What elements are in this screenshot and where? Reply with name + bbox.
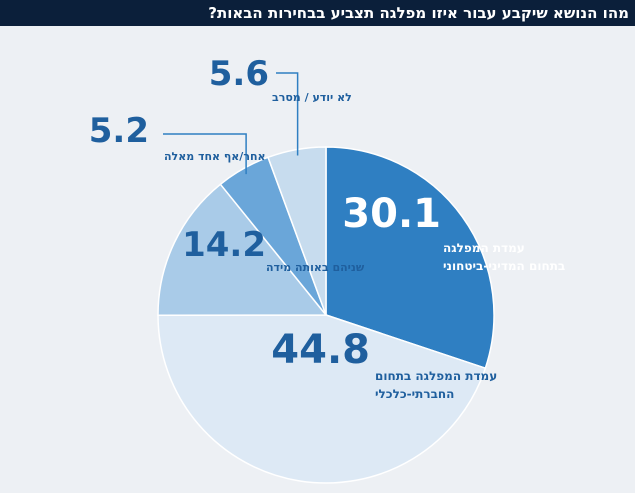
slice-label-3-0: אחר/אף אחד מאלה: [164, 150, 266, 163]
pie-slice-1: [157, 314, 487, 484]
chart-title: מהו הנושא שיקבע עבור איזו מפלגה תצביע בב…: [0, 0, 635, 26]
slice-label-1-1: החברתי-כלכלי: [375, 387, 454, 401]
slice-label-0-1: בתחום המדיני-ביטחוני: [443, 259, 565, 273]
slice-value-4: 5.6: [209, 54, 269, 94]
slice-label-2-0: שניהם באותה מידה: [266, 261, 365, 274]
leader-line-dontknow: [276, 72, 299, 156]
slice-value-3: 5.2: [89, 111, 149, 151]
slice-value-0: 30.1: [342, 191, 441, 237]
pie-slice-2: [157, 183, 328, 317]
slice-label-0-0: עמדת המפלגה: [443, 241, 525, 255]
pie-slice-4: [267, 146, 327, 316]
slice-label-4-0: לא יודע / מסרב: [272, 91, 352, 104]
pie-slice-0: [325, 146, 495, 370]
leader-line-other: [163, 133, 247, 175]
slice-label-1-0: עמדת המפלגה בתחום: [375, 369, 497, 383]
slice-value-2: 14.2: [182, 225, 266, 265]
slice-value-1: 44.8: [271, 327, 370, 373]
